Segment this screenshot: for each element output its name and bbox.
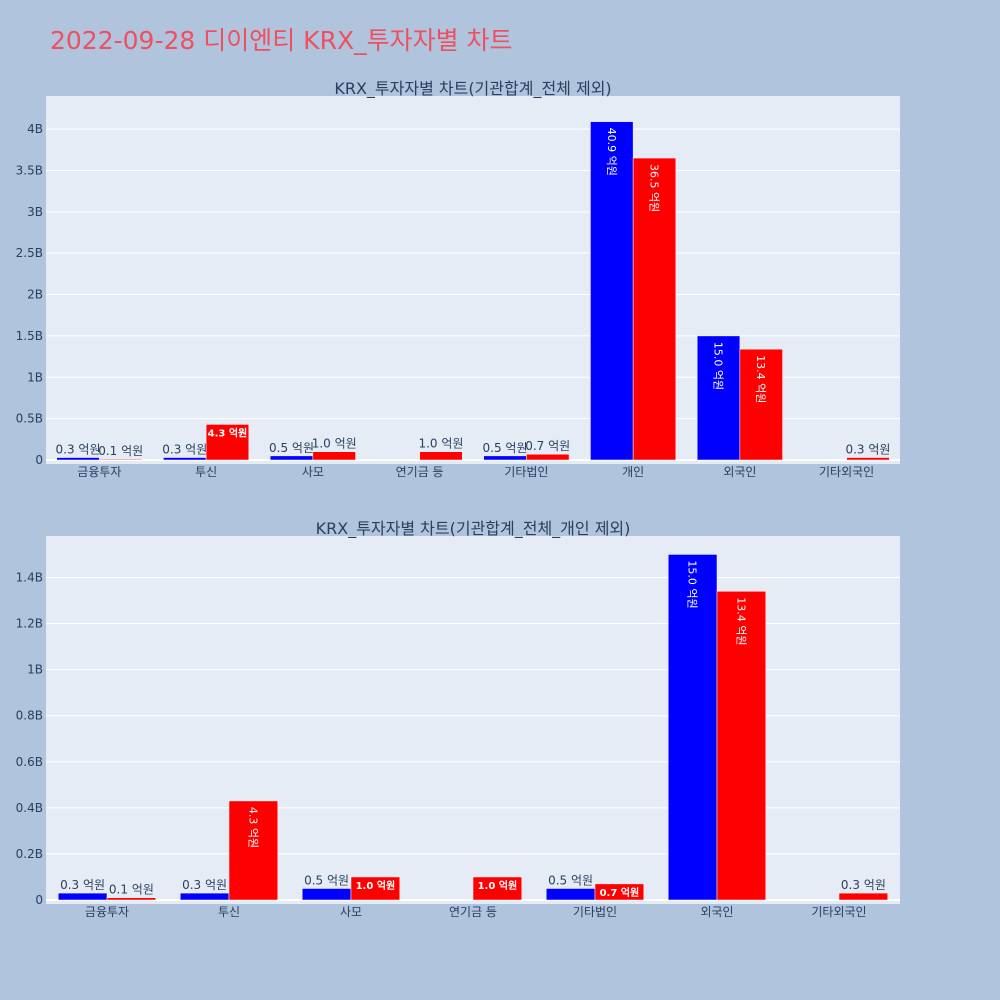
x-tick-label: 사모 [340,905,362,919]
bar [106,897,157,901]
bar-data-label: 4.3 억원 [208,426,248,439]
chart-top: 0 0.5B 1B 1.5B 2B 2.5B 3B 3.5B 4B 금융투자 투신 사모 연기금 등 기… [16,79,900,479]
bar [205,424,250,461]
y-axis-ticks: 0 0.2B 0.4B 0.6B 0.8B 1B 1.2B 1.4B [16,570,43,907]
bar-data-label: 4.3 억원 [246,807,259,848]
bar-data-label: 0.5 억원 [483,441,528,455]
y-tick-label: 1B [27,370,43,384]
y-tick-label: 0 [35,893,43,907]
bar [312,451,356,461]
bar-data-label: 1.0 억원 [478,879,518,892]
bar-data-label: 0.5 억원 [548,873,593,887]
x-tick-label: 외국인 [700,905,733,919]
bar-data-label: 15.0 억원 [686,560,699,608]
bar-data-label: 0.1 억원 [109,883,154,897]
x-tick-label: 투신 [218,905,240,919]
x-tick-label: 기타법인 [504,465,548,479]
bar [179,892,230,901]
bar-data-label: 13.4 억원 [754,355,767,403]
y-tick-label: 1B [27,663,43,677]
y-tick-label: 1.2B [16,617,43,631]
bar [716,591,767,901]
bar [739,348,783,461]
y-tick-label: 3.5B [16,163,43,177]
y-tick-label: 1.4B [16,570,43,584]
y-axis-ticks: 0 0.5B 1B 1.5B 2B 2.5B 3B 3.5B 4B [16,122,43,467]
bar [594,883,645,901]
bar-data-label: 0.3 억원 [845,443,890,457]
data-labels: 0.3 억원 0.3 억원 0.5 억원 0.5 억원 15.0 억원 0.1 억원 4.3… [60,560,886,898]
bar-data-label: 0.3 억원 [56,443,101,457]
x-tick-label: 금융투자 [77,465,121,479]
x-axis-ticks: 금융투자 투신 사모 연기금 등 기타법인 외국인 기타외국인 [85,905,867,919]
y-tick-label: 0 [35,453,43,467]
bar [350,876,401,901]
x-tick-label: 개인 [622,465,644,479]
x-tick-label: 투신 [195,465,217,479]
bar [57,892,108,901]
bar [483,455,527,461]
y-tick-label: 4B [27,122,43,136]
chart-title: KRX_투자자별 차트(기관합계_전체 제외) [334,79,611,99]
page-title: 2022-09-28 디이엔티 KRX_투자자별 차트 [50,26,513,55]
bar-data-label: 1.0 억원 [356,879,396,892]
bar-data-label: 0.5 억원 [269,441,314,455]
y-tick-label: 0.6B [16,755,43,769]
bar-data-label: 0.3 억원 [60,878,105,892]
y-tick-label: 0.4B [16,801,43,815]
y-tick-label: 3B [27,205,43,219]
x-tick-label: 사모 [302,465,324,479]
bar [545,888,596,901]
bar [472,876,523,901]
bar [163,457,207,461]
bar-data-label: 0.7 억원 [600,886,640,899]
bar-data-label: 36.5 억원 [647,164,660,212]
bar [838,892,889,901]
bar-data-label: 1.0 억원 [418,437,463,451]
plot-background [46,536,900,904]
bar-data-label: 15.0 억원 [712,342,725,390]
y-tick-label: 1.5B [16,329,43,343]
bar [632,157,677,461]
bar-data-label: 13.4 억원 [734,597,747,645]
bar [269,455,314,461]
bar [696,335,741,461]
chart-bottom: 0 0.2B 0.4B 0.6B 0.8B 1B 1.2B 1.4B 금융투자 투신 사모 연기금 … [16,519,900,919]
x-tick-label: 기타법인 [573,905,617,919]
bar [56,457,100,461]
bar-data-label: 0.7 억원 [525,439,570,453]
bar [526,453,570,461]
bar [228,800,279,901]
x-tick-label: 금융투자 [85,905,129,919]
bar [301,888,352,901]
bar [590,121,634,461]
x-axis-ticks: 금융투자 투신 사모 연기금 등 기타법인 개인 외국인 기타외국인 [77,465,874,479]
bars [56,121,890,461]
x-tick-label: 연기금 등 [396,465,444,479]
y-tick-label: 2.5B [16,246,43,260]
bar-data-label: 0.1 억원 [98,444,143,458]
x-tick-label: 기타외국인 [819,465,874,479]
x-tick-label: 기타외국인 [811,905,866,919]
x-tick-label: 외국인 [723,465,756,479]
y-tick-label: 0.8B [16,709,43,723]
bar-data-label: 0.3 억원 [841,878,886,892]
bars [57,554,889,901]
bar-data-label: 40.9 억원 [605,128,618,176]
chart-title: KRX_투자자별 차트(기관합계_전체_개인 제외) [316,519,631,539]
bar [99,458,143,461]
bar-data-label: 0.3 억원 [162,443,207,457]
bar [846,457,890,461]
bar-data-label: 1.0 억원 [312,437,357,451]
bar-data-label: 0.5 억원 [304,873,349,887]
x-tick-label: 연기금 등 [449,905,497,919]
y-tick-label: 0.5B [16,412,43,426]
bar [667,554,718,901]
bar-data-label: 0.3 억원 [182,878,227,892]
y-tick-label: 2B [27,288,43,302]
bar [419,451,463,461]
y-tick-label: 0.2B [16,847,43,861]
data-labels: 0.3 억원 0.3 억원 0.5 억원 0.5 억원 40.9 억원 15.0 억원 0.… [56,128,891,459]
